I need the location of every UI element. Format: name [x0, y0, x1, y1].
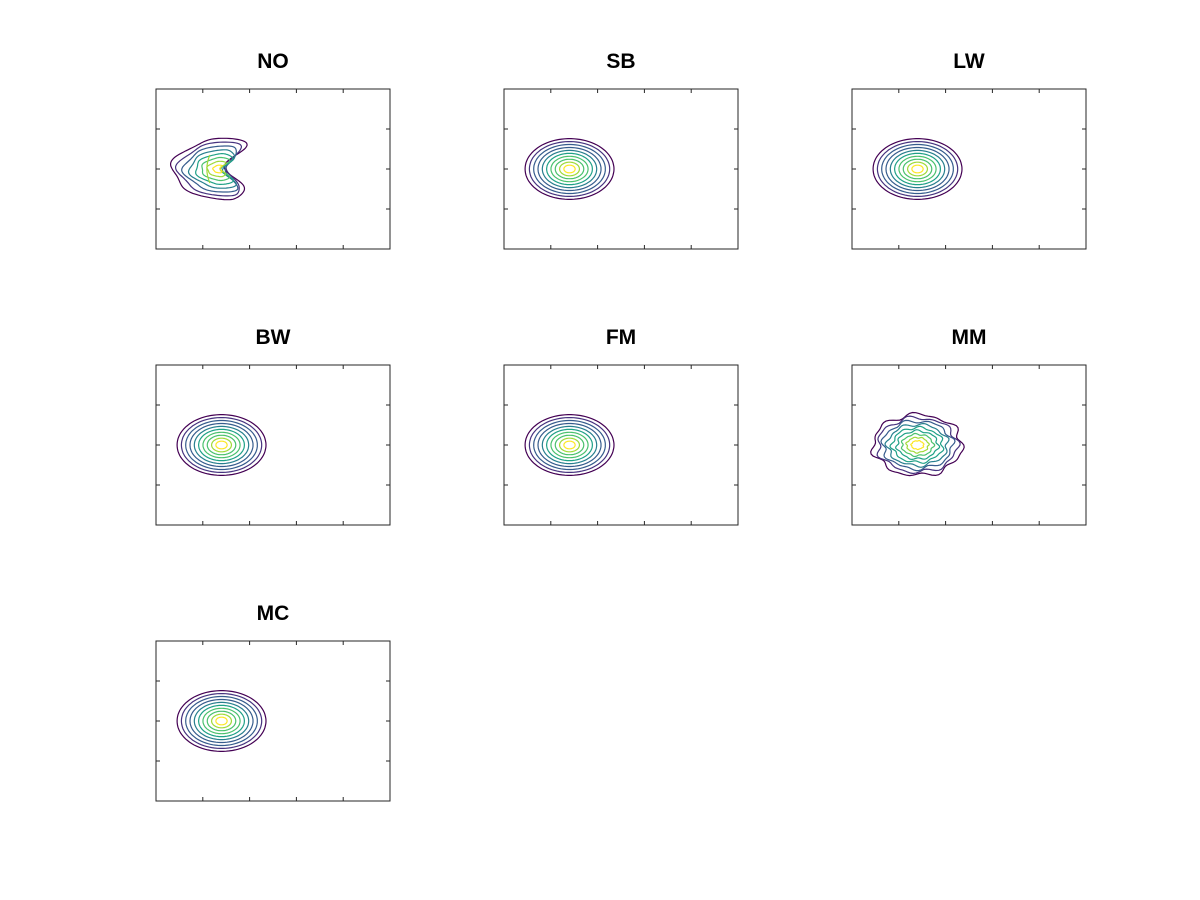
contour-level-2: [180, 417, 263, 473]
contour-level-3: [181, 145, 239, 193]
contour-level-3: [880, 419, 956, 472]
contour-level-5: [195, 153, 235, 185]
contour-level-1: [870, 411, 965, 477]
axes-frame: [851, 88, 1087, 250]
contour-level-5: [193, 425, 250, 465]
contour-level-3: [185, 695, 258, 747]
contour-level-7: [202, 707, 241, 735]
contour-level-6: [545, 428, 594, 462]
contour-level-1: [170, 137, 248, 201]
axes-frame: [155, 88, 391, 250]
contour-level-9: [211, 437, 232, 453]
contour-level-8: [206, 710, 237, 732]
contour-level-7: [550, 155, 589, 183]
contour-level-10: [911, 164, 924, 174]
contour-level-4: [884, 422, 950, 468]
contour-level-7: [898, 155, 937, 183]
contour-level-8: [212, 164, 223, 174]
contour-level-2: [175, 141, 242, 197]
contour-level-2: [528, 141, 611, 197]
contour-level-10: [215, 440, 228, 450]
contour-level-9: [907, 161, 928, 177]
contour-level-1: [872, 138, 963, 200]
contour-level-8: [206, 434, 237, 456]
contour-level-1: [176, 414, 267, 476]
panel-lw: LW: [851, 50, 1087, 250]
panel-bw: BW: [155, 326, 391, 526]
contour-level-1: [524, 138, 615, 200]
axes-frame: [155, 364, 391, 526]
contour-level-2: [528, 417, 611, 473]
contour-level-7: [202, 431, 241, 459]
contour-level-5: [889, 149, 946, 189]
contour-level-3: [533, 143, 606, 195]
contour-level-6: [201, 156, 231, 182]
panel-title: NO: [257, 50, 289, 73]
contour-level-9: [559, 437, 580, 453]
contour-level-4: [885, 146, 950, 192]
contour-level-6: [197, 704, 246, 738]
axes-frame: [503, 364, 739, 526]
contour-level-5: [541, 425, 598, 465]
panel-no: NO: [155, 50, 391, 250]
contour-level-4: [537, 422, 602, 468]
contour-level-5: [193, 701, 250, 741]
panel-mm: MM: [851, 326, 1087, 526]
contour-level-1: [176, 690, 267, 752]
contour-level-2: [876, 415, 961, 475]
contour-level-10: [215, 716, 228, 726]
panel-title: BW: [256, 326, 291, 349]
contour-level-9: [910, 439, 925, 451]
contour-level-7: [900, 432, 936, 458]
panel-title: MM: [952, 326, 987, 349]
contour-level-6: [893, 152, 942, 186]
contour-level-2: [180, 693, 263, 749]
contour-level-10: [563, 164, 576, 174]
contour-level-8: [902, 158, 933, 180]
contour-level-3: [881, 143, 954, 195]
contour-level-10: [563, 440, 576, 450]
contour-level-7: [550, 431, 589, 459]
contour-level-8: [905, 436, 930, 454]
panel-title: MC: [257, 602, 290, 625]
contour-level-4: [187, 149, 237, 189]
contour-level-4: [537, 146, 602, 192]
contour-level-8: [554, 158, 585, 180]
contour-peak: [206, 154, 211, 184]
panel-sb: SB: [503, 50, 739, 250]
axes-frame: [851, 364, 1087, 526]
contour-level-1: [524, 414, 615, 476]
contour-level-6: [197, 428, 246, 462]
panel-title: LW: [953, 50, 985, 73]
contour-level-4: [189, 698, 254, 744]
panel-fm: FM: [503, 326, 739, 526]
panel-title: SB: [606, 50, 635, 73]
panel-title: FM: [606, 326, 636, 349]
contour-level-4: [189, 422, 254, 468]
contour-level-5: [541, 149, 598, 189]
contour-level-3: [533, 419, 606, 471]
contour-level-5: [889, 425, 945, 464]
axes-frame: [155, 640, 391, 802]
contour-level-6: [545, 152, 594, 186]
contour-level-2: [876, 141, 959, 197]
panel-mc: MC: [155, 602, 391, 802]
contour-level-8: [554, 434, 585, 456]
axes-frame: [503, 88, 739, 250]
contour-level-3: [185, 419, 258, 471]
contour-level-9: [559, 161, 580, 177]
contour-level-6: [895, 429, 941, 461]
contour-level-9: [211, 713, 232, 729]
